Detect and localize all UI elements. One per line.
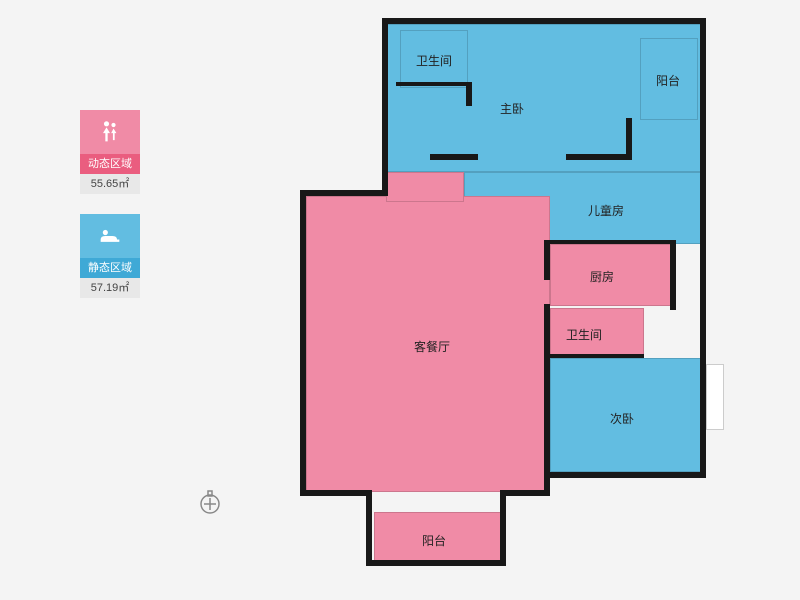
room-kitchen: [550, 244, 674, 306]
wall: [300, 190, 306, 496]
people-icon: [80, 110, 140, 154]
wall: [566, 154, 632, 160]
wall: [500, 490, 550, 496]
wall: [544, 304, 550, 358]
wall: [544, 240, 550, 280]
room-balcony2: [374, 512, 502, 562]
wall: [544, 354, 550, 474]
balcony-rail: [706, 364, 724, 430]
room-bath2: [550, 308, 644, 356]
wall: [544, 472, 706, 478]
legend-dynamic: 动态区域 55.65㎡: [80, 110, 140, 194]
wall: [382, 18, 388, 176]
legend-static: 静态区域 57.19㎡: [80, 214, 140, 298]
floorplan: 卫生间 阳台 主卧 儿童房 次卧 客餐厅 厨房 卫生间 阳台: [266, 18, 726, 574]
wall: [366, 490, 372, 566]
wall: [626, 118, 632, 158]
room-living2: [386, 172, 464, 202]
wall: [366, 560, 506, 566]
legend-static-value: 57.19㎡: [80, 278, 140, 298]
wall: [396, 82, 470, 86]
legend-static-label: 静态区域: [80, 258, 140, 278]
room-second: [550, 358, 702, 472]
rest-icon: [80, 214, 140, 258]
wall: [500, 490, 506, 566]
compass-icon: [196, 488, 224, 516]
legend-dynamic-value: 55.65㎡: [80, 174, 140, 194]
wall: [700, 18, 706, 478]
wall: [544, 354, 644, 358]
legend-dynamic-label: 动态区域: [80, 154, 140, 174]
wall: [300, 190, 388, 196]
room-balcony1: [640, 38, 698, 120]
wall: [430, 154, 478, 160]
wall: [300, 490, 372, 496]
legend: 动态区域 55.65㎡ 静态区域 57.19㎡: [80, 110, 140, 318]
wall: [382, 18, 706, 24]
room-bath1: [400, 30, 468, 88]
wall: [670, 240, 676, 310]
wall: [544, 240, 674, 244]
wall: [382, 170, 388, 196]
room-living: [306, 196, 550, 492]
